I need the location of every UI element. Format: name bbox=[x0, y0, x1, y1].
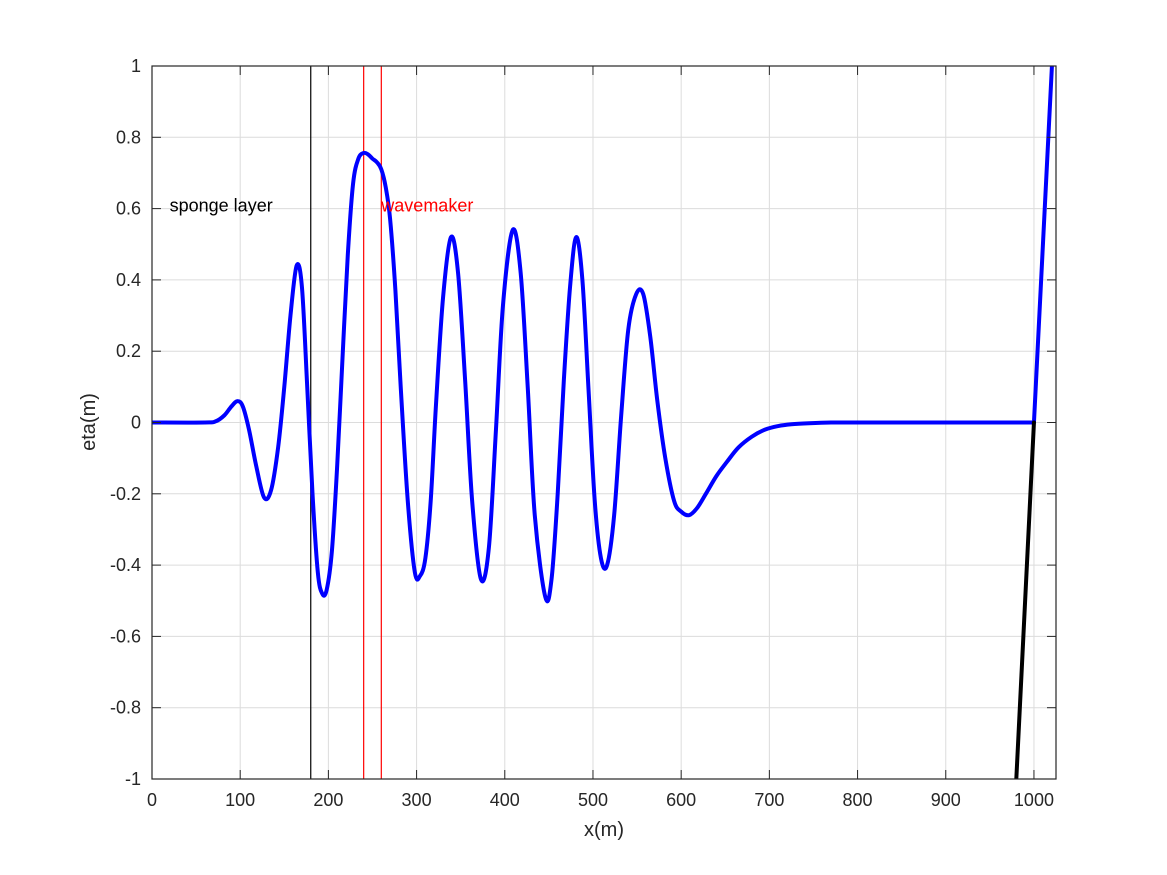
y-tick-label: 1 bbox=[131, 56, 141, 76]
x-tick-label: 900 bbox=[931, 790, 961, 810]
x-tick-label: 600 bbox=[666, 790, 696, 810]
x-tick-label: 500 bbox=[578, 790, 608, 810]
y-tick-label: -0.4 bbox=[110, 555, 141, 575]
y-tick-label: -0.2 bbox=[110, 484, 141, 504]
annotations: sponge layer wavemaker bbox=[170, 196, 474, 216]
y-tick-label: -1 bbox=[125, 769, 141, 789]
y-tick-label: -0.8 bbox=[110, 698, 141, 718]
y-tick-label: 0.6 bbox=[116, 199, 141, 219]
series-line-2 bbox=[1031, 66, 1054, 425]
x-axis-label: x(m) bbox=[584, 819, 624, 841]
series-line-1 bbox=[152, 150, 1036, 604]
annotation-text: wavemaker bbox=[380, 196, 473, 216]
series-line-3 bbox=[1014, 420, 1036, 779]
annotation-text: sponge layer bbox=[170, 196, 273, 216]
x-tick-label: 800 bbox=[843, 790, 873, 810]
x-tick-label: 400 bbox=[490, 790, 520, 810]
y-tick-label: -0.6 bbox=[110, 626, 141, 646]
data-series bbox=[152, 66, 1054, 779]
x-tick-labels: 0 100 200 300 400 500 600 700 800 900 1000 bbox=[147, 790, 1054, 810]
y-axis-label: eta(m) bbox=[78, 393, 100, 451]
x-tick-label: 700 bbox=[754, 790, 784, 810]
y-tick-label: 0 bbox=[131, 413, 141, 433]
x-tick-label: 300 bbox=[402, 790, 432, 810]
x-tick-label: 100 bbox=[225, 790, 255, 810]
x-tick-label: 200 bbox=[313, 790, 343, 810]
y-tick-labels: -1 -0.8 -0.6 -0.4 -0.2 0 0.2 0.4 0.6 0.8 1 bbox=[110, 56, 141, 789]
y-tick-label: 0.4 bbox=[116, 270, 141, 290]
tick-marks bbox=[151, 65, 1056, 780]
y-tick-label: 0.2 bbox=[116, 341, 141, 361]
x-tick-label: 1000 bbox=[1014, 790, 1054, 810]
y-tick-label: 0.8 bbox=[116, 127, 141, 147]
x-tick-label: 0 bbox=[147, 790, 157, 810]
